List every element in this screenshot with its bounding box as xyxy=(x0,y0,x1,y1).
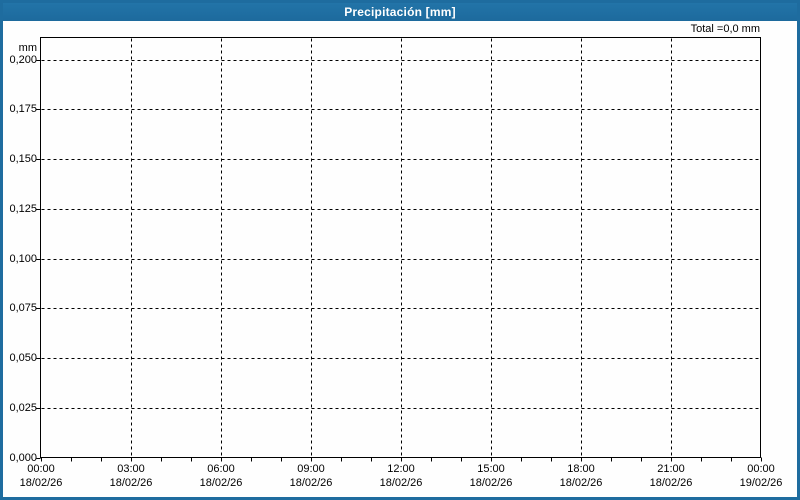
x-tick-time: 00:00 xyxy=(27,463,55,475)
x-tick-date: 18/02/26 xyxy=(559,477,603,489)
x-tick-date: 18/02/26 xyxy=(109,477,153,489)
y-tick-label: 0,125 xyxy=(9,203,37,215)
x-tick-time: 00:00 xyxy=(747,463,775,475)
y-axis-unit-label: mm xyxy=(18,42,37,54)
window-titlebar[interactable]: Precipitación [mm] xyxy=(3,3,797,21)
x-tick-label: 06:00 18/02/26 xyxy=(179,462,263,490)
window-title: Precipitación [mm] xyxy=(344,5,456,19)
y-tick-label: 0,025 xyxy=(9,402,37,414)
x-tick-time: 09:00 xyxy=(297,463,325,475)
x-tick-label: 09:00 18/02/26 xyxy=(269,462,353,490)
y-tick-label: 0,000 xyxy=(9,452,37,464)
x-tick-date: 18/02/26 xyxy=(469,477,513,489)
y-tick-label: 0,200 xyxy=(9,54,37,66)
y-tick-label: 0,100 xyxy=(9,253,37,265)
x-tick-time: 03:00 xyxy=(117,463,145,475)
x-tick-time: 15:00 xyxy=(477,463,505,475)
x-tick-time: 12:00 xyxy=(387,463,415,475)
x-tick-time: 06:00 xyxy=(207,463,235,475)
y-tick-label: 0,150 xyxy=(9,153,37,165)
x-tick-label: 21:00 18/02/26 xyxy=(629,462,713,490)
x-tick-date: 18/02/26 xyxy=(649,477,693,489)
x-tick-date: 18/02/26 xyxy=(19,477,63,489)
total-value-label: Total =0,0 mm xyxy=(690,23,760,35)
x-tick-time: 18:00 xyxy=(567,463,595,475)
x-tick-date: 18/02/26 xyxy=(379,477,423,489)
y-tick-label: 0,075 xyxy=(9,302,37,314)
plot-area xyxy=(40,38,760,458)
x-tick-label: 18:00 18/02/26 xyxy=(539,462,623,490)
x-tick-label: 00:00 19/02/26 xyxy=(719,462,800,490)
y-tick-label: 0,050 xyxy=(9,352,37,364)
x-tick-label: 15:00 18/02/26 xyxy=(449,462,533,490)
x-tick-date: 18/02/26 xyxy=(289,477,333,489)
x-tick-label: 03:00 18/02/26 xyxy=(89,462,173,490)
y-tick-label: 0,175 xyxy=(9,103,37,115)
x-tick-label: 00:00 18/02/26 xyxy=(0,462,83,490)
x-tick-label: 12:00 18/02/26 xyxy=(359,462,443,490)
x-tick-date: 18/02/26 xyxy=(199,477,243,489)
x-tick-date: 19/02/26 xyxy=(739,477,783,489)
x-tick-time: 21:00 xyxy=(657,463,685,475)
chart-content: Total =0,0 mm mm 0,000 0,025 0,050 0,075 0,1… xyxy=(3,21,797,497)
